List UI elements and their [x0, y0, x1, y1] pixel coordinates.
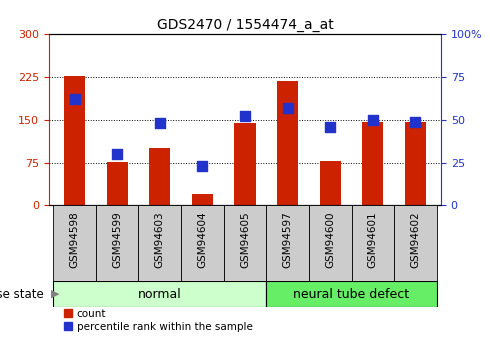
Text: GSM94605: GSM94605	[240, 211, 250, 268]
Bar	[64, 76, 85, 205]
Text: GSM94604: GSM94604	[197, 211, 207, 268]
Text: GSM94599: GSM94599	[112, 211, 122, 268]
Bar	[266, 205, 309, 281]
Text: GSM94601: GSM94601	[368, 211, 378, 268]
Text: GSM94602: GSM94602	[411, 211, 420, 268]
Bar	[266, 281, 437, 307]
Bar	[224, 205, 266, 281]
Text: GSM94598: GSM94598	[70, 211, 79, 268]
Legend: count, percentile rank within the sample: count, percentile rank within the sample	[64, 309, 252, 332]
Point	[369, 117, 377, 122]
Bar	[234, 123, 256, 205]
Bar	[192, 194, 213, 205]
Bar	[319, 161, 341, 205]
Bar	[106, 162, 128, 205]
Bar	[53, 205, 96, 281]
Bar	[277, 81, 298, 205]
Point	[284, 105, 292, 111]
Point	[198, 163, 206, 169]
Bar	[139, 205, 181, 281]
Point	[156, 120, 164, 126]
Text: GSM94603: GSM94603	[155, 211, 165, 268]
Point	[71, 97, 78, 102]
Text: GSM94597: GSM94597	[283, 211, 293, 268]
Text: disease state: disease state	[0, 288, 44, 300]
Bar	[351, 205, 394, 281]
Text: neural tube defect: neural tube defect	[294, 288, 410, 300]
Point	[326, 124, 334, 129]
Point	[113, 151, 121, 157]
Bar	[96, 205, 139, 281]
Text: GSM94600: GSM94600	[325, 211, 335, 268]
Bar	[405, 121, 426, 205]
Title: GDS2470 / 1554474_a_at: GDS2470 / 1554474_a_at	[157, 18, 333, 32]
Bar	[53, 281, 266, 307]
Bar	[149, 148, 171, 205]
Point	[412, 119, 419, 124]
Point	[241, 114, 249, 119]
Bar	[181, 205, 224, 281]
Bar	[362, 121, 384, 205]
Text: normal: normal	[138, 288, 182, 300]
Bar	[394, 205, 437, 281]
Bar	[309, 205, 351, 281]
Text: ▶: ▶	[51, 289, 60, 299]
